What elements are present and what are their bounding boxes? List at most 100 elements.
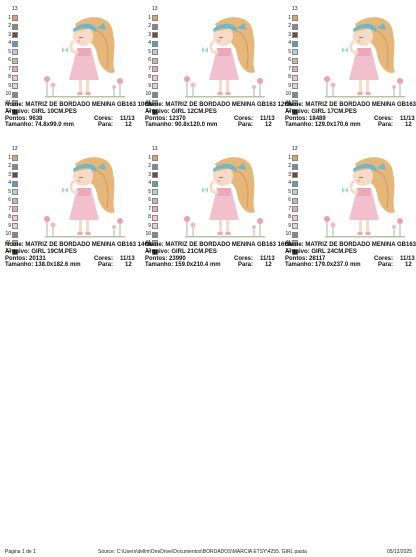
color-palette: 13 1 2 3 4 5 6 7 8 9 10 11 12 [5, 6, 23, 117]
palette-row: 12 [285, 108, 303, 117]
design-size: 74.8x99.0 mm [34, 122, 74, 129]
palette-row: 12 [5, 248, 23, 257]
thread-color-swatch [12, 40, 18, 47]
thread-color-swatch [12, 155, 18, 161]
design-metadata: Nome: MATRIZ DE BORDADO MENINA GB163 14C… [5, 242, 154, 269]
thread-color-swatch [152, 74, 158, 81]
palette-header: 13 [285, 6, 303, 15]
thread-color-swatch [12, 91, 18, 98]
design-metadata: Nome: MATRIZ DE BORDADO MENINA GB163 12C… [145, 102, 294, 129]
thread-color-swatch [152, 206, 158, 212]
design-card[interactable]: 13 1 2 3 4 5 6 7 8 9 10 11 12 [5, 6, 154, 136]
palette-row: 10 [145, 231, 163, 240]
thread-color-swatch [12, 240, 18, 246]
girl-embroidery-illustration [44, 17, 125, 98]
design-name: MATRIZ DE BORDADO MENINA GB163 12CM [165, 102, 294, 108]
palette-number: 4 [8, 180, 11, 186]
palette-number: 5 [148, 48, 151, 55]
palette-number: 3 [8, 31, 11, 38]
thread-color-swatch [152, 66, 158, 72]
palette-row: 3 [145, 172, 163, 181]
palette-row: 2 [145, 23, 163, 32]
palette-row: 7 [285, 66, 303, 75]
thread-color-swatch [292, 15, 298, 21]
palette-number: 10 [145, 91, 151, 97]
palette-number: 11 [5, 239, 11, 246]
para-label: Para: [378, 122, 394, 129]
palette-row: 7 [5, 66, 23, 75]
palette-row: 10 [285, 91, 303, 100]
thread-color-swatch [152, 57, 158, 64]
design-card[interactable]: 13 1 2 3 4 5 6 7 8 9 10 11 12 [145, 146, 294, 276]
thread-color-swatch [292, 74, 298, 81]
file-name: GIRL 17CM.PES [311, 108, 357, 115]
design-card[interactable]: 13 1 2 3 4 5 6 7 8 9 10 11 12 [145, 6, 294, 136]
palette-number: 11 [285, 99, 291, 106]
thread-color-swatch [12, 163, 18, 170]
thread-color-swatch [12, 83, 18, 89]
palette-row: 4 [285, 180, 303, 189]
palette-number: 10 [285, 91, 291, 97]
palette-number: 10 [5, 91, 11, 97]
arquivo-label: Arquivo: [145, 108, 170, 115]
thread-color-swatch [292, 189, 298, 195]
thread-color-swatch [152, 155, 158, 161]
thread-color-swatch [292, 206, 298, 212]
palette-row: 8 [5, 74, 23, 83]
arquivo-label: Arquivo: [5, 108, 30, 115]
palette-number: 9 [148, 82, 151, 89]
palette-row: 3 [145, 32, 163, 41]
palette-number: 9 [148, 222, 151, 229]
thread-color-swatch [152, 100, 158, 106]
page-number: Página 1 de 1 [5, 549, 36, 555]
design-size: 138.0x182.6 mm [34, 262, 81, 269]
thread-color-swatch [152, 40, 158, 47]
thread-color-swatch [12, 197, 18, 204]
color-count: 11/13 [400, 115, 415, 122]
palette-row: 5 [285, 49, 303, 58]
palette-row: 11 [145, 100, 163, 109]
thread-color-swatch [12, 180, 18, 187]
arquivo-label: Arquivo: [5, 248, 30, 255]
palette-number: 2 [288, 163, 291, 169]
thread-color-swatch [292, 32, 298, 38]
design-card[interactable]: 13 1 2 3 4 5 6 7 8 9 10 11 12 [5, 146, 154, 276]
pontos-label: Pontos: [5, 255, 28, 262]
palette-total: 13 [12, 146, 18, 152]
arquivo-label: Arquivo: [145, 248, 170, 255]
palette-row: 10 [5, 231, 23, 240]
palette-number: 10 [5, 231, 11, 237]
thread-color-swatch [152, 83, 158, 89]
file-name: GIRL 12CM.PES [171, 108, 217, 115]
pontos-label: Pontos: [145, 255, 168, 262]
palette-number: 8 [148, 74, 151, 80]
stitch-count: 23990 [169, 255, 186, 262]
palette-row: 12 [285, 248, 303, 257]
girl-embroidery-illustration [324, 17, 405, 98]
stop-count: 12 [125, 262, 132, 269]
nome-label: Nome: [285, 242, 304, 248]
cores-label: Cores: [234, 255, 254, 262]
design-name: MATRIZ DE BORDADO MENINA GB163 10CM [25, 102, 154, 108]
palette-row: 10 [5, 91, 23, 100]
palette-number: 9 [288, 222, 291, 229]
palette-row: 9 [145, 83, 163, 92]
palette-row: 9 [285, 83, 303, 92]
palette-row: 5 [5, 189, 23, 198]
thread-color-swatch [12, 32, 18, 38]
palette-row: 8 [285, 214, 303, 223]
design-size: 159.0x210.4 mm [174, 262, 221, 269]
design-preview: 13 1 2 3 4 5 6 7 8 9 10 11 12 [5, 146, 143, 255]
palette-number: 8 [8, 74, 11, 80]
palette-row: 7 [145, 66, 163, 75]
palette-header: 13 [5, 6, 23, 15]
palette-number: 12 [285, 248, 291, 254]
thread-color-swatch [12, 23, 18, 30]
design-card[interactable]: 13 1 2 3 4 5 6 7 8 9 10 11 12 [285, 146, 416, 276]
design-card[interactable]: 13 1 2 3 4 5 6 7 8 9 10 11 12 [285, 6, 416, 136]
tamanho-label: Tamanho: [285, 122, 314, 129]
design-preview: 13 1 2 3 4 5 6 7 8 9 10 11 12 [145, 6, 283, 115]
color-count: 11/13 [260, 115, 275, 122]
palette-row: 9 [285, 223, 303, 232]
print-date: 05/12/2025 [386, 549, 412, 555]
